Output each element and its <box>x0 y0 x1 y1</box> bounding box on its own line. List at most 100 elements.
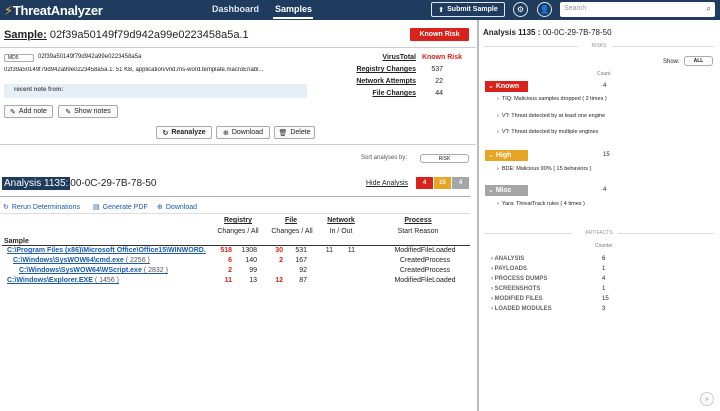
reg-changes: 518 <box>220 247 232 254</box>
download-button[interactable]: ⊕ Download <box>216 126 270 139</box>
col-network-sub: In / Out <box>329 228 353 235</box>
chevron-down-icon: ⌄ <box>488 187 494 194</box>
artifact-row[interactable]: › ANALYSIS 6 <box>491 256 606 262</box>
generate-pdf-link[interactable]: ▤ Generate PDF <box>93 203 148 212</box>
show-filter-select[interactable]: ALL <box>684 56 713 66</box>
file-changes: 2 <box>279 257 283 264</box>
chevron-right-icon: › <box>491 256 493 262</box>
show-label: Show: <box>663 59 680 65</box>
reanalyze-button[interactable]: ↻ Reanalyze <box>156 126 212 139</box>
risk-group-high[interactable]: ⌄ High <box>485 150 528 161</box>
sample-stats: VirusTotal Known Risk Registry Changes 5… <box>330 54 470 102</box>
table-row: C:\Program Files (x86)\Microsoft Office\… <box>0 247 470 258</box>
hash-type-select[interactable]: MD5 <box>4 54 34 62</box>
chevron-down-icon: ⌄ <box>488 152 494 159</box>
table-row: C:\Windows\SysWOW64\cmd.exe ( 2256 ) 6 1… <box>0 257 470 268</box>
chevron-right-icon: › <box>491 286 493 292</box>
collapse-panel-button[interactable]: » <box>700 392 714 406</box>
user-icon: 👤 <box>539 5 550 14</box>
upload-icon: ⬆ <box>438 6 445 14</box>
reg-changes: 2 <box>228 267 232 274</box>
download-icon: ⊕ <box>222 129 229 137</box>
submit-sample-button[interactable]: ⬆ Submit Sample <box>431 2 505 17</box>
chevron-right-icon: › <box>491 306 493 312</box>
known-risk-button[interactable]: Known Risk <box>410 28 469 41</box>
divider <box>0 213 470 214</box>
risk-item[interactable]: › BDE: Malicious 90% ( 15 behaviors ) <box>497 166 592 172</box>
artifact-row[interactable]: › SCREENSHOTS 1 <box>491 286 606 292</box>
sort-select[interactable]: RISK <box>420 154 469 163</box>
reg-all: 140 <box>245 257 257 264</box>
show-notes-button[interactable]: ✎ Show notes <box>58 105 118 118</box>
chevron-down-icon: ⌄ <box>488 83 494 90</box>
document-icon: ▤ <box>93 204 100 211</box>
rerun-determinations-link[interactable]: ↻ Rerun Determinations <box>3 203 80 212</box>
nav-samples[interactable]: Samples <box>275 4 313 14</box>
pane-divider[interactable] <box>477 20 479 411</box>
edit-icon: ✎ <box>10 108 16 116</box>
sort-label: Sort analyses by: <box>361 155 408 161</box>
risk-group-misc[interactable]: ⌄ Misc <box>485 185 528 196</box>
file-changes: 12 <box>275 277 283 284</box>
virustotal-value: Known Risk <box>421 54 462 61</box>
registry-changes-link[interactable]: Registry Changes <box>356 66 416 73</box>
artifact-row[interactable]: › LOADED MODULES 3 <box>491 306 606 312</box>
right-analysis-title: Analysis 1135 : 00-0C-29-7B-78-50 <box>483 28 612 37</box>
delete-button[interactable]: 🗑 Delete <box>274 126 315 139</box>
process-link[interactable]: C:\Windows\Explorer.EXE ( 1456 ) <box>7 277 119 284</box>
network-attempts-value: 22 <box>435 78 443 85</box>
risk-item[interactable]: › VT: Threat detected by at least one eng… <box>497 113 606 119</box>
divider <box>618 233 714 234</box>
process-link[interactable]: C:\Program Files (x86)\Microsoft Office\… <box>7 247 206 254</box>
artifact-row[interactable]: › MODIFIED FILES 15 <box>491 296 609 302</box>
chevron-right-icon: › <box>497 166 499 172</box>
net-in: 11 <box>325 247 333 254</box>
file-all: 167 <box>295 257 307 264</box>
divider <box>484 46 578 47</box>
risk-group-known[interactable]: ⌄ Known <box>485 81 528 92</box>
virustotal-link[interactable]: VirusTotal <box>382 54 416 61</box>
risk-item[interactable]: › TIQ: Malicious samples dropped ( 2 time… <box>497 96 607 102</box>
counter-header: Counter <box>595 243 613 249</box>
file-changes: 30 <box>275 247 283 254</box>
net-out: 11 <box>347 247 355 254</box>
risk-item[interactable]: › Yara: ThreatTrack rules ( 4 times ) <box>497 201 585 207</box>
table-row: C:\Windows\SysWOW64\WScript.exe ( 2832 )… <box>0 267 470 278</box>
col-file[interactable]: File <box>284 217 298 224</box>
divider <box>612 46 714 47</box>
table-header-divider <box>2 245 470 246</box>
risk-count: 4 <box>603 83 607 89</box>
reg-all: 1308 <box>241 247 257 254</box>
file-changes-link[interactable]: File Changes <box>372 90 416 97</box>
trash-icon: 🗑 <box>278 129 288 137</box>
risk-item[interactable]: › VT: Threat detected by multiple engines <box>497 129 599 135</box>
network-attempts-link[interactable]: Network Attempts <box>356 78 416 85</box>
nav-active-indicator <box>273 17 313 19</box>
divider <box>484 233 572 234</box>
reg-changes: 11 <box>224 277 232 284</box>
reg-all: 13 <box>249 277 257 284</box>
process-link[interactable]: C:\Windows\SysWOW64\cmd.exe ( 2256 ) <box>13 257 150 264</box>
col-registry[interactable]: Registry <box>223 217 252 224</box>
hide-analysis-link[interactable]: Hide Analysis <box>366 180 409 187</box>
start-reason: ModifiedFileLoaded <box>394 277 456 284</box>
search-input[interactable]: Search ⌕ <box>560 2 715 17</box>
artifact-row[interactable]: › PAYLOADS 1 <box>491 266 606 272</box>
search-icon[interactable]: ⌕ <box>706 4 711 13</box>
analysis-download-link[interactable]: ⊕ Download <box>157 203 198 212</box>
col-sample: Sample <box>4 238 29 245</box>
artifact-row[interactable]: › PROCESS DUMPS 4 <box>491 276 606 282</box>
nav-dashboard[interactable]: Dashboard <box>212 4 260 14</box>
app-logo[interactable]: ⚡ThreatAnalyzer <box>4 3 103 18</box>
refresh-icon: ↻ <box>162 129 169 137</box>
download-icon: ⊕ <box>157 204 163 211</box>
sample-title: Sample: 02f39a50149f79d942a99e0223458a5a… <box>4 29 249 41</box>
settings-button[interactable]: ⚙ <box>513 2 528 17</box>
col-network[interactable]: Network <box>327 217 355 224</box>
file-all: 92 <box>299 267 307 274</box>
user-menu-button[interactable]: 👤 <box>537 2 552 17</box>
col-process[interactable]: Process <box>404 217 432 224</box>
add-note-button[interactable]: ✎ Add note <box>4 105 53 118</box>
process-link[interactable]: C:\Windows\SysWOW64\WScript.exe ( 2832 ) <box>19 267 168 274</box>
chevron-right-icon: › <box>497 201 499 207</box>
